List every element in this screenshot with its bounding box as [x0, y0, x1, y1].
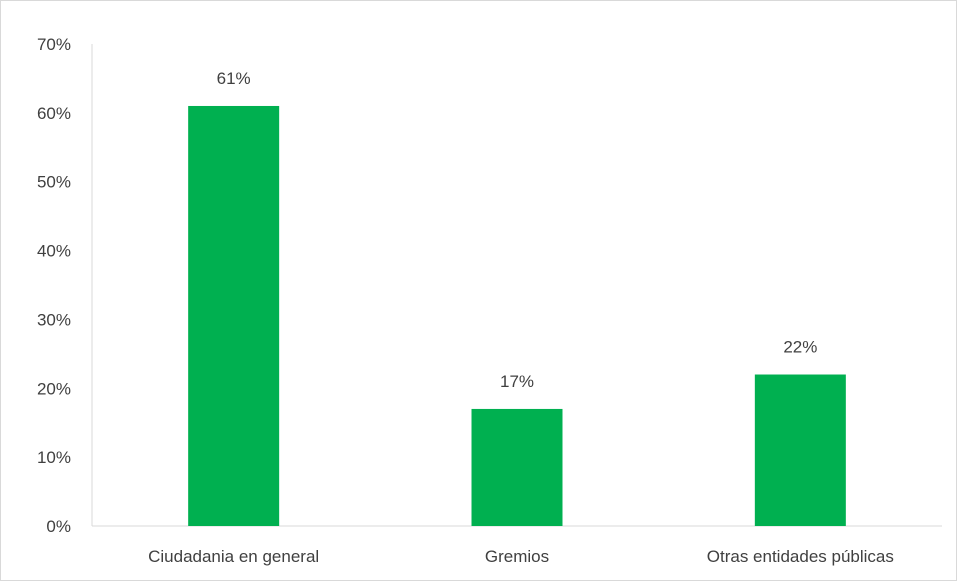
y-axis: 0% 10% 20% 30% 40% 50% 60% 70% [37, 35, 93, 536]
y-tick-label: 70% [37, 35, 71, 54]
bar-value-label: 17% [500, 372, 534, 391]
bar-value-label: 22% [783, 338, 817, 357]
y-tick-label: 60% [37, 104, 71, 123]
y-tick-label: 20% [37, 379, 71, 398]
y-tick-label: 50% [37, 173, 71, 192]
bar [188, 105, 280, 526]
bar [754, 374, 846, 526]
y-tick-label: 10% [37, 448, 71, 467]
bars [188, 105, 846, 526]
x-category-label: Gremios [485, 547, 549, 566]
y-tick-label: 40% [37, 242, 71, 261]
x-category-label: Ciudadania en general [148, 547, 319, 566]
y-tick-label: 0% [46, 517, 71, 536]
x-category-label: Otras entidades públicas [707, 547, 894, 566]
data-labels: 61% 17% 22% [217, 69, 818, 391]
x-axis: Ciudadania en general Gremios Otras entida… [92, 525, 942, 566]
bar-value-label: 61% [217, 69, 251, 88]
bar [471, 408, 563, 526]
y-tick-label: 30% [37, 310, 71, 329]
